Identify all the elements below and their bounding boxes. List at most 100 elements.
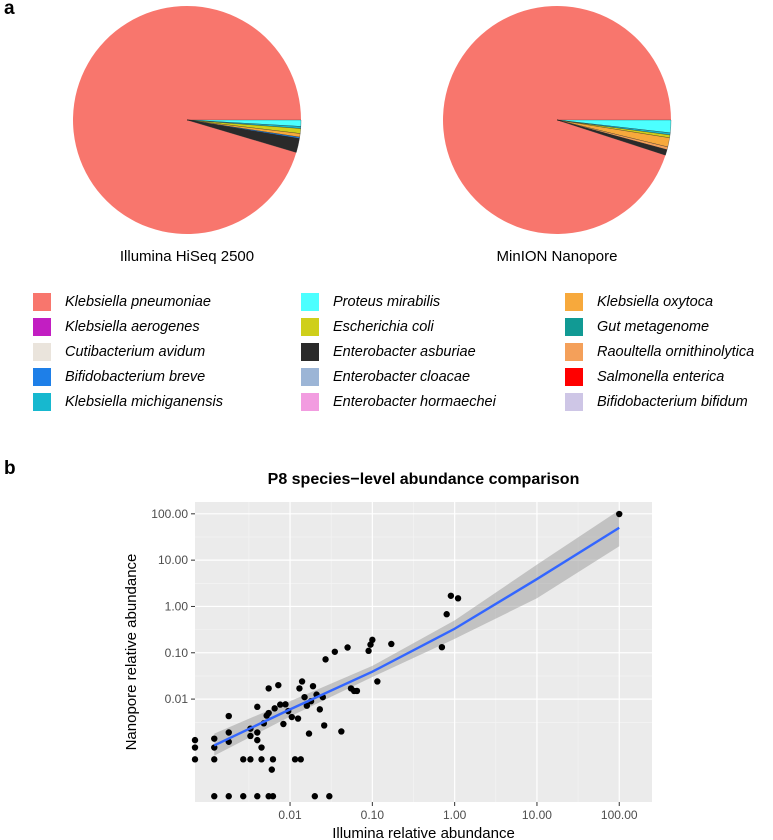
data-point xyxy=(311,793,319,800)
data-point xyxy=(268,766,275,773)
pie-1 xyxy=(442,6,672,235)
data-point xyxy=(447,592,455,599)
data-point xyxy=(438,643,446,651)
data-point xyxy=(294,715,302,722)
legend-swatch xyxy=(565,343,583,361)
data-point xyxy=(191,756,199,763)
legend-swatch xyxy=(301,343,319,361)
data-point xyxy=(374,678,381,685)
pie-0-slice-6 xyxy=(186,119,300,153)
legend-label: Klebsiella oxytoca xyxy=(597,294,714,310)
data-point xyxy=(275,681,282,689)
legend-item: Proteus mirabilis xyxy=(301,292,440,312)
data-point xyxy=(269,793,277,800)
data-point xyxy=(225,793,232,800)
legend-swatch xyxy=(301,368,319,386)
pie-caption-illumina: Illumina HiSeq 2500 xyxy=(119,248,255,265)
legend-item: Enterobacter hormaechei xyxy=(301,392,496,412)
data-point xyxy=(269,756,277,763)
x-tick-label: 100.00 xyxy=(601,808,638,822)
data-point xyxy=(225,712,232,720)
legend-item: Gut metagenome xyxy=(565,317,709,337)
legend-swatch xyxy=(301,393,319,411)
data-point xyxy=(211,793,218,800)
data-point xyxy=(454,595,462,602)
legend-item: Raoultella ornithinolytica xyxy=(565,342,754,362)
data-point xyxy=(258,744,265,751)
legend-swatch xyxy=(33,343,51,361)
legend-swatch xyxy=(565,393,583,411)
data-point xyxy=(321,722,328,729)
pie-caption-minion: MinION Nanopore xyxy=(496,248,618,265)
data-point xyxy=(265,709,272,717)
data-point xyxy=(282,701,289,708)
legend-item: Bifidobacterium bifidum xyxy=(565,392,748,412)
legend-item: Klebsiella pneumoniae xyxy=(33,292,211,312)
data-point xyxy=(296,685,303,692)
legend-swatch xyxy=(33,318,51,336)
data-point xyxy=(331,648,339,655)
data-point xyxy=(303,702,311,709)
chart-title: P8 species−level abundance comparison xyxy=(268,471,580,488)
data-point xyxy=(305,730,313,737)
panel-label-b: b xyxy=(4,458,16,479)
species-legend: Klebsiella pneumoniae Klebsiella aerogene… xyxy=(33,292,773,442)
legend-item: Escherichia coli xyxy=(301,317,434,337)
scatter-plot: P8 species−level abundance comparison 0.0… xyxy=(123,471,652,840)
data-point xyxy=(369,636,376,644)
x-tick-label: 0.10 xyxy=(361,808,385,822)
data-point xyxy=(388,640,395,648)
legend-label: Bifidobacterium bifidum xyxy=(597,394,748,410)
legend-item: Klebsiella oxytoca xyxy=(565,292,713,312)
data-point xyxy=(316,706,324,713)
data-point xyxy=(277,701,284,708)
legend-label: Enterobacter cloacae xyxy=(333,369,471,385)
legend-label: Klebsiella aerogenes xyxy=(65,319,200,335)
legend-swatch xyxy=(33,293,51,311)
legend-swatch xyxy=(565,368,583,386)
legend-swatch xyxy=(33,368,51,386)
data-point xyxy=(211,735,218,742)
y-tick-label: 0.10 xyxy=(165,646,189,660)
data-point xyxy=(258,756,265,763)
legend-swatch xyxy=(565,318,583,336)
panel-label-a: a xyxy=(4,0,15,19)
data-point xyxy=(247,756,254,763)
data-point xyxy=(271,705,278,712)
legend-label: Enterobacter hormaechei xyxy=(333,394,496,410)
legend-item: Salmonella enterica xyxy=(565,367,724,387)
y-tick-label: 1.00 xyxy=(165,599,189,613)
y-tick-label: 0.01 xyxy=(165,692,189,706)
y-tick-label: 10.00 xyxy=(158,553,188,567)
legend-label: Klebsiella pneumoniae xyxy=(65,294,211,310)
legend-label: Klebsiella michiganensis xyxy=(65,394,223,410)
data-point xyxy=(298,678,306,685)
data-point xyxy=(240,793,247,800)
data-point xyxy=(247,732,254,740)
legend-swatch xyxy=(33,393,51,411)
fit-line xyxy=(213,526,620,747)
x-tick-label: 1.00 xyxy=(443,808,467,822)
axes: 0.01 0.10 1.00 10.00 100.00 0.01 0.10 1.00 10.00… xyxy=(151,507,638,822)
legend-label: Cutibacterium avidum xyxy=(65,344,206,360)
data-point xyxy=(322,656,329,663)
data-point xyxy=(365,647,372,655)
minor-gridlines xyxy=(195,502,652,802)
data-point xyxy=(254,729,261,736)
legend-swatch xyxy=(301,318,319,336)
legend-item: Enterobacter asburiae xyxy=(301,342,476,362)
x-tick-label: 10.00 xyxy=(522,808,552,822)
legend-label: Raoultella ornithinolytica xyxy=(597,344,755,360)
x-tick-label: 0.01 xyxy=(278,808,302,822)
pie-charts xyxy=(73,6,672,235)
legend-label: Bifidobacterium breve xyxy=(65,369,206,385)
data-point xyxy=(309,682,317,690)
legend-label: Enterobacter asburiae xyxy=(333,344,476,360)
legend-item: Klebsiella michiganensis xyxy=(33,392,223,412)
legend-label: Proteus mirabilis xyxy=(333,294,441,310)
legend-item: Bifidobacterium breve xyxy=(33,367,205,387)
data-point xyxy=(191,736,199,744)
legend-swatch xyxy=(565,293,583,311)
data-point xyxy=(211,756,218,763)
legend-label: Escherichia coli xyxy=(333,319,434,335)
